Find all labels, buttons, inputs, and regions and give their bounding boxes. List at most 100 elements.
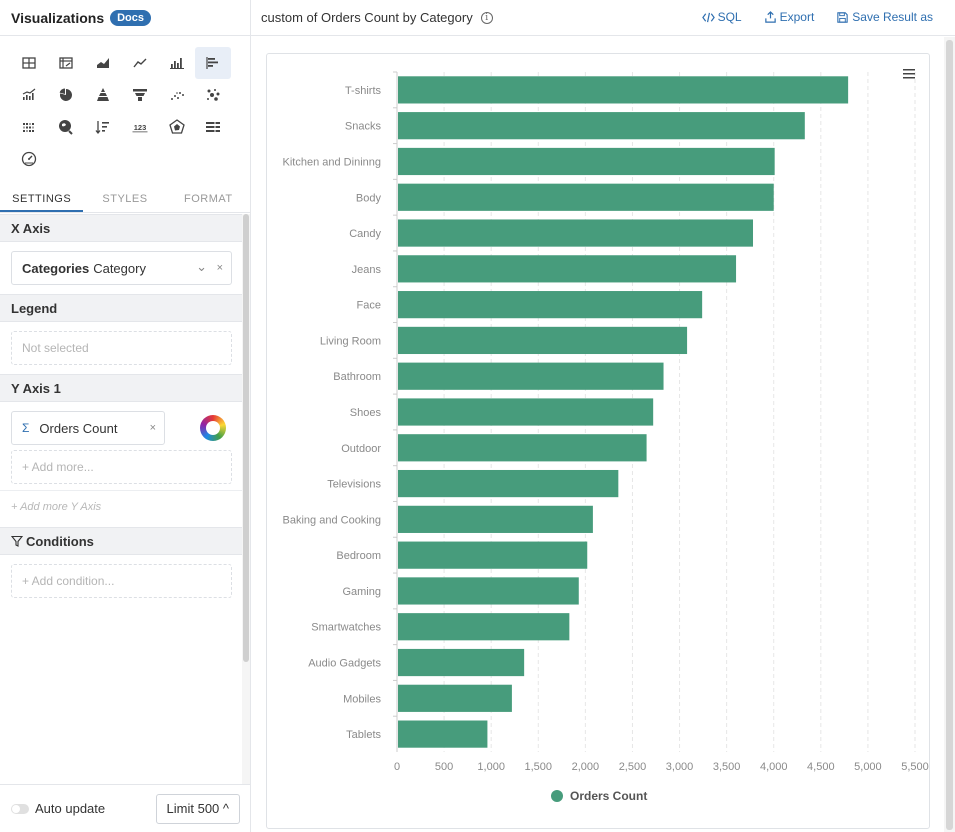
conditions-section: + Add condition... [0, 555, 242, 607]
bar-body[interactable] [398, 183, 774, 211]
tab-format[interactable]: FORMAT [184, 193, 233, 205]
add-condition-field[interactable]: + Add condition... [11, 564, 232, 598]
chart-title[interactable]: custom of Orders Count by Category [261, 10, 473, 25]
legend-marker[interactable] [551, 790, 563, 802]
docs-badge[interactable]: Docs [110, 9, 152, 26]
bar-living-room[interactable] [398, 326, 688, 355]
scatter-chart-icon[interactable] [159, 79, 195, 111]
info-icon[interactable]: i [480, 11, 493, 24]
add-y-axis-link[interactable]: + Add more Y Axis [0, 490, 242, 527]
radar-chart-icon[interactable] [159, 111, 195, 143]
sql-button[interactable]: SQL [701, 10, 742, 24]
auto-update-toggle[interactable] [11, 803, 29, 814]
limit-button[interactable]: Limit 500 ^ [155, 793, 240, 824]
category-label: Candy [349, 228, 381, 240]
category-label: Baking and Cooking [283, 514, 381, 526]
main-scrollbar-thumb[interactable] [946, 40, 953, 830]
x-tick-label: 4,500 [807, 761, 835, 773]
bar-candy[interactable] [398, 219, 754, 247]
x-tick-label: 5,500 [901, 761, 929, 773]
bar-face[interactable] [398, 291, 703, 319]
x-axis-field[interactable]: Categories Category ⌄ × [11, 251, 232, 285]
auto-update-label: Auto update [35, 801, 106, 816]
export-icon [764, 10, 776, 23]
pie-chart-icon[interactable] [48, 79, 84, 111]
y-axis-field[interactable]: Σ Orders Count × [11, 411, 165, 445]
line-chart-icon[interactable] [122, 47, 158, 79]
pivot-table-icon[interactable] [48, 47, 84, 79]
x-axis-heading: X Axis [0, 214, 242, 242]
y-axis-section: Σ Orders Count × + Add more... [0, 402, 242, 490]
funnel-chart-icon[interactable] [122, 79, 158, 111]
x-tick-label: 1,500 [525, 761, 553, 773]
pyramid-chart-icon[interactable] [85, 79, 121, 111]
x-tick-label: 5,000 [854, 761, 882, 773]
conditions-heading: Conditions [0, 527, 242, 555]
x-tick-label: 3,500 [713, 761, 741, 773]
save-result-label: Save Result as [852, 10, 933, 24]
export-label: Export [779, 10, 815, 24]
table-icon[interactable] [11, 47, 47, 79]
bar-baking-and-cooking[interactable] [398, 505, 593, 533]
bar-t-shirts[interactable] [398, 76, 849, 104]
bar-bathroom[interactable] [398, 362, 664, 390]
bar-tablets[interactable] [398, 720, 488, 748]
area-chart-icon[interactable] [85, 47, 121, 79]
tab-styles[interactable]: STYLES [102, 193, 148, 205]
sorted-bar-icon[interactable] [85, 111, 121, 143]
category-label: Mobiles [343, 693, 381, 705]
bar-audio-gadgets[interactable] [398, 648, 525, 677]
category-label: Bedroom [336, 550, 381, 562]
x-tick-label: 2,500 [619, 761, 647, 773]
bar-mobiles[interactable] [398, 684, 512, 712]
bar-bedroom[interactable] [398, 541, 588, 569]
bar-televisions[interactable] [398, 469, 619, 498]
color-picker-icon[interactable] [200, 415, 226, 441]
chart-actions: SQL Export Save Result as [680, 10, 933, 24]
category-label: Tablets [346, 729, 381, 741]
x-tick-label: 2,000 [572, 761, 600, 773]
bar-gaming[interactable] [398, 577, 579, 605]
chart-topbar: custom of Orders Count by Category i SQL… [251, 0, 955, 36]
category-label: Living Room [320, 335, 381, 347]
bar-jeans[interactable] [398, 255, 737, 283]
bar-kitchen-and-dininng[interactable] [398, 147, 775, 176]
code-icon [701, 12, 715, 22]
legend-label[interactable]: Orders Count [570, 789, 647, 803]
settings-pane: X Axis Categories Category ⌄ × Legend No… [0, 214, 242, 784]
horizontal-bar-chart-icon[interactable] [195, 47, 231, 79]
bullet-chart-icon[interactable] [195, 111, 231, 143]
conditions-title: Conditions [26, 533, 94, 549]
bar-shoes[interactable] [398, 398, 654, 426]
add-more-y-field[interactable]: + Add more... [11, 450, 232, 484]
map-icon[interactable] [48, 111, 84, 143]
remove-x-axis-icon[interactable]: × [216, 262, 223, 274]
bar-snacks[interactable] [398, 112, 805, 140]
settings-scrollbar-thumb[interactable] [243, 214, 249, 662]
visualization-panel: Visualizations Docs [0, 0, 251, 832]
category-label: Kitchen and Dininng [283, 156, 381, 168]
category-label: Outdoor [341, 443, 381, 455]
category-label: Shoes [350, 407, 382, 419]
sql-label: SQL [717, 10, 742, 24]
legend-field[interactable]: Not selected [11, 331, 232, 365]
chart-menu-icon[interactable] [903, 69, 915, 79]
category-label: T-shirts [345, 85, 382, 97]
gauge-icon[interactable] [11, 143, 47, 175]
tab-settings[interactable]: SETTINGS [0, 187, 84, 212]
heatmap-icon[interactable] [11, 111, 47, 143]
bar-outdoor[interactable] [398, 434, 647, 462]
export-button[interactable]: Export [764, 10, 815, 24]
x-tick-label: 4,000 [760, 761, 788, 773]
bar-chart-icon[interactable] [159, 47, 195, 79]
combo-chart-icon[interactable] [11, 79, 47, 111]
bar-smartwatches[interactable] [398, 613, 570, 641]
category-label: Body [356, 192, 382, 204]
bubble-chart-icon[interactable] [195, 79, 231, 111]
remove-y-axis-icon[interactable]: × [149, 422, 156, 434]
filter-icon [11, 535, 23, 547]
chevron-down-icon[interactable]: ⌄ [196, 259, 207, 274]
number-icon[interactable]: 123 [122, 111, 158, 143]
save-result-button[interactable]: Save Result as [836, 10, 933, 24]
